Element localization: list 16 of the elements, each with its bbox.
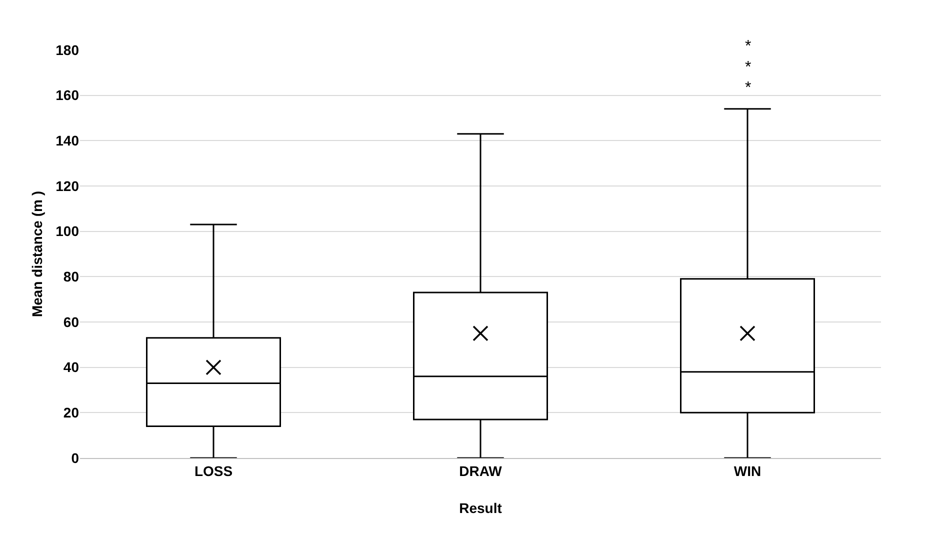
y-tick-label: 160 bbox=[56, 87, 80, 104]
y-tick-label: 20 bbox=[63, 404, 80, 421]
y-tick-label: 80 bbox=[63, 268, 80, 285]
annotation: *** bbox=[745, 38, 752, 97]
y-tick-label: 0 bbox=[71, 450, 80, 466]
y-tick-label: 120 bbox=[56, 178, 80, 194]
x-tick-label: DRAW bbox=[459, 462, 503, 479]
x-tick-label: WIN bbox=[734, 462, 762, 479]
y-tick-label: 140 bbox=[56, 132, 80, 149]
x-tick-label: LOSS bbox=[194, 462, 233, 479]
y-tick-label: 100 bbox=[56, 223, 80, 240]
y-tick-label: 40 bbox=[63, 359, 80, 376]
y-tick-label: 60 bbox=[63, 314, 80, 330]
y-axis-title: Mean distance (m ) bbox=[29, 190, 45, 318]
y-tick-label: 180 bbox=[56, 42, 80, 58]
x-axis-title: Result bbox=[459, 500, 502, 516]
